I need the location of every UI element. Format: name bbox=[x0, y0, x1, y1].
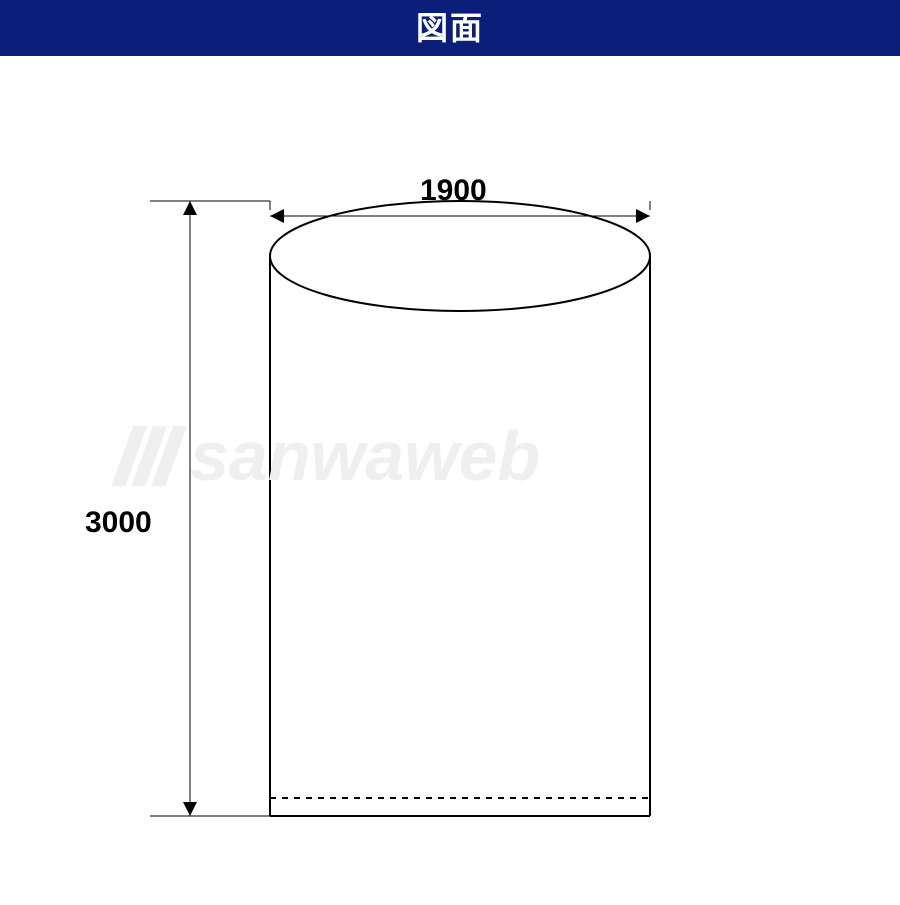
drawing-canvas: sanwaweb 1900 3000 bbox=[0, 56, 900, 900]
dimension-width-label: 1900 bbox=[420, 174, 487, 208]
dimension-height-label: 3000 bbox=[85, 506, 152, 540]
header-title: 図面 bbox=[416, 10, 484, 46]
header-bar: 図面 bbox=[0, 0, 900, 56]
